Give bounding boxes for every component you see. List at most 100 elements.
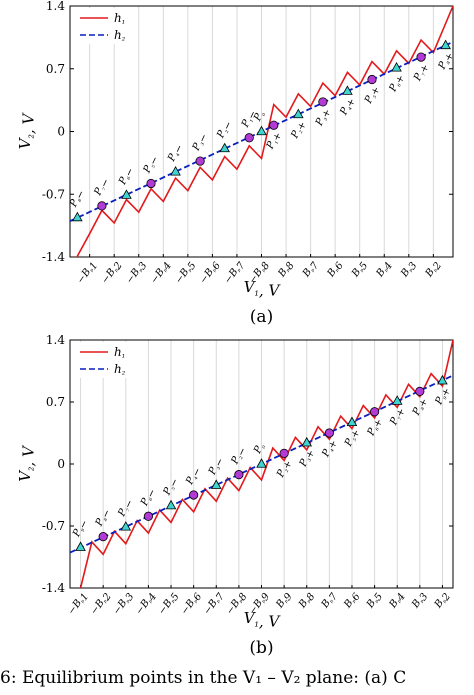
stable-equilibrium-point bbox=[279, 448, 289, 458]
figure-caption: 6: Equilibrium points in the V₁ – V₂ pla… bbox=[0, 668, 407, 688]
stable-equilibrium-point bbox=[98, 532, 108, 542]
stable-equilibrium-point bbox=[244, 133, 254, 143]
unstable-equilibrium-point bbox=[346, 416, 358, 427]
equilibrium-point-label: P₂+ bbox=[275, 458, 295, 481]
legend-box bbox=[72, 8, 136, 44]
equilibrium-point-label: P₄− bbox=[184, 465, 204, 488]
series-line-h1 bbox=[79, 340, 453, 588]
equilibrium-point-label: P₀ bbox=[252, 442, 268, 457]
equilibrium-point-label: P₇+ bbox=[388, 406, 408, 429]
stable-equilibrium-point bbox=[146, 178, 156, 189]
legend-box bbox=[72, 342, 136, 378]
legend-label: h₁ bbox=[114, 11, 125, 27]
equilibrium-point-label: P₇+ bbox=[412, 62, 432, 85]
chart-panel-b: 1.4 0.7 0 -0.7 -1.4−Bₚ1−Bₚ2−Bₚ3−Bₚ4−Bₚ5−Bₚ6−… bbox=[16, 333, 454, 658]
x-tick-label: −Bₚ4 bbox=[134, 590, 159, 618]
x-tick-label: Bₚ4 bbox=[374, 259, 395, 281]
unstable-equilibrium-point bbox=[72, 211, 83, 222]
stable-equilibrium-point bbox=[195, 156, 205, 166]
unstable-equilibrium-point bbox=[120, 521, 132, 531]
y-tick-label: 0 bbox=[57, 457, 65, 471]
equilibrium-point-label: P₄− bbox=[166, 142, 186, 165]
x-tick-label: −Bₚ1 bbox=[75, 259, 100, 287]
unstable-equilibrium-point bbox=[165, 499, 177, 510]
equilibrium-point-label: P₂− bbox=[215, 119, 235, 142]
x-axis-label: V₁, V bbox=[244, 609, 282, 630]
equilibrium-point-label: P₅− bbox=[141, 154, 161, 177]
panel-label: (a) bbox=[250, 307, 273, 327]
x-tick-label: Bₚ3 bbox=[398, 259, 419, 281]
x-tick-label: −Bₚ5 bbox=[173, 259, 198, 287]
equilibrium-point-label: P₆− bbox=[117, 165, 137, 188]
x-tick-label: −Bₚ5 bbox=[156, 590, 181, 618]
stable-equilibrium-point bbox=[367, 74, 377, 85]
unstable-equilibrium-point bbox=[437, 374, 448, 385]
unstable-equilibrium-point bbox=[391, 62, 402, 72]
y-axis-label: V₂, V bbox=[16, 444, 37, 482]
unstable-equilibrium-point bbox=[170, 166, 181, 176]
equilibrium-point-label: P₃− bbox=[190, 131, 210, 154]
unstable-equilibrium-point bbox=[75, 541, 86, 551]
equilibrium-point-label: P₃+ bbox=[297, 447, 317, 470]
equilibrium-point-label: P₈− bbox=[94, 507, 114, 530]
x-tick-label: −Bₚ8 bbox=[224, 590, 249, 618]
unstable-equilibrium-point bbox=[219, 142, 230, 153]
unstable-equilibrium-point bbox=[301, 436, 313, 447]
equilibrium-point-label: P₅− bbox=[161, 476, 181, 499]
x-tick-label: −Bₚ3 bbox=[111, 590, 136, 618]
x-tick-label: Bₚ2 bbox=[432, 590, 453, 612]
equilibrium-point-label: P₄+ bbox=[320, 438, 340, 461]
x-tick-label: Bₚ8 bbox=[275, 259, 296, 281]
x-tick-label: −Bₚ7 bbox=[201, 589, 227, 618]
x-axis-label: V₁, V bbox=[244, 278, 282, 299]
x-tick-label: Bₚ5 bbox=[349, 259, 370, 281]
unstable-equilibrium-point bbox=[121, 189, 132, 199]
equilibrium-point-label: P₄+ bbox=[338, 96, 358, 119]
legend-label: h₁ bbox=[114, 345, 125, 361]
equilibrium-point-label: P₃+ bbox=[314, 107, 334, 130]
y-tick-label: -0.7 bbox=[42, 187, 65, 201]
x-tick-label: −Bₚ2 bbox=[99, 259, 124, 287]
equilibrium-point-label: P₂+ bbox=[289, 119, 309, 142]
x-tick-label: −Bₚ6 bbox=[179, 589, 205, 618]
x-tick-label: −Bₚ1 bbox=[66, 590, 91, 618]
unstable-equilibrium-point bbox=[342, 85, 353, 95]
equilibrium-point-label: P₇− bbox=[92, 176, 112, 199]
y-tick-label: -1.4 bbox=[42, 581, 66, 595]
stable-equilibrium-point bbox=[369, 407, 380, 417]
unstable-equilibrium-point bbox=[256, 125, 267, 136]
equilibrium-point-label: P₈− bbox=[68, 188, 88, 211]
panel-label: (b) bbox=[249, 638, 273, 658]
equilibrium-point-label: P₉+ bbox=[433, 385, 453, 408]
chart-panel-a: 1.4 0.7 0 -0.7 -1.4 −Bₚ1−Bₚ2−Bₚ3−Bₚ4−Bₚ5−Bₚ6−… bbox=[16, 0, 456, 327]
unstable-equilibrium-point bbox=[256, 458, 267, 468]
x-tick-label: Bₚ7 bbox=[319, 589, 340, 612]
x-tick-label: Bₚ9 bbox=[274, 589, 295, 612]
unstable-equilibrium-point bbox=[210, 479, 222, 489]
x-tick-label: Bₚ6 bbox=[341, 589, 362, 612]
equilibrium-point-label: P₇− bbox=[116, 497, 136, 520]
x-tick-label: −Bₚ3 bbox=[124, 259, 149, 287]
equilibrium-point-label: P₂− bbox=[229, 445, 249, 468]
y-tick-label: 0.7 bbox=[46, 61, 65, 75]
stable-equilibrium-point bbox=[416, 52, 426, 62]
stable-equilibrium-point bbox=[97, 201, 107, 211]
stable-equilibrium-point bbox=[269, 120, 279, 130]
unstable-equilibrium-point bbox=[293, 108, 304, 119]
stable-equilibrium-point bbox=[324, 428, 334, 438]
x-tick-label: Bₚ6 bbox=[325, 258, 346, 281]
x-tick-label: Bₚ5 bbox=[364, 590, 385, 612]
equilibrium-point-label: P₆+ bbox=[387, 72, 407, 95]
x-tick-label: −Bₚ4 bbox=[148, 259, 173, 287]
stable-equilibrium-point bbox=[415, 386, 425, 396]
x-tick-label: Bₚ8 bbox=[296, 590, 317, 612]
x-tick-label: −Bₚ2 bbox=[88, 590, 113, 618]
equilibrium-point-label: P₃− bbox=[207, 456, 227, 479]
equilibrium-point-label: P₉− bbox=[71, 518, 91, 541]
x-tick-label: Bₚ4 bbox=[387, 590, 408, 612]
x-tick-label: Bₚ7 bbox=[300, 258, 321, 281]
equilibrium-point-label: P₁− bbox=[240, 108, 260, 131]
